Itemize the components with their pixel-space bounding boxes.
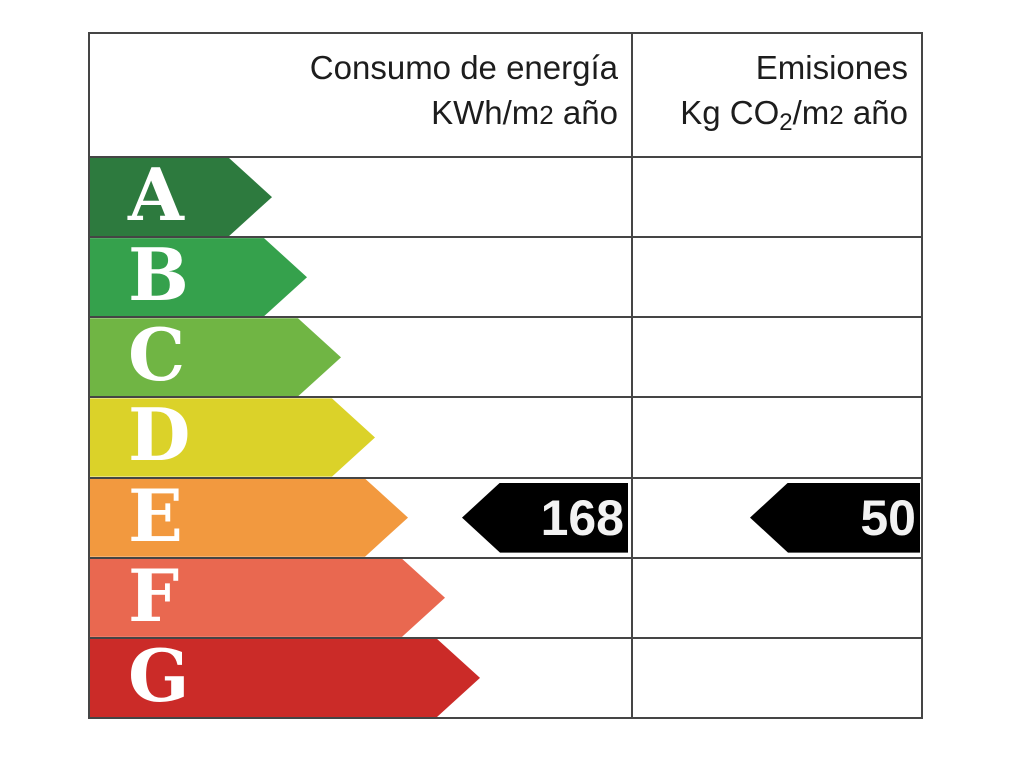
- rating-arrow-a: A: [90, 158, 272, 236]
- energy-unit-text: KWh/m: [431, 94, 540, 131]
- energy-unit-suffix: año: [553, 94, 618, 131]
- emissions-column-header: Emisiones Kg CO2/m2 año: [633, 45, 921, 156]
- energy-header-line1: Consumo de energía: [309, 49, 618, 86]
- rating-letter-f: F: [128, 552, 180, 638]
- rating-row-f: F: [90, 559, 921, 639]
- emissions-header-line1: Emisiones: [755, 49, 908, 86]
- energy-certificate-table: Consumo de energía KWh/m2 año Emisiones …: [88, 32, 923, 719]
- energy-column-header: Consumo de energía KWh/m2 año: [90, 45, 633, 156]
- energy-header-line2: KWh/m2 año: [90, 90, 618, 138]
- rating-arrow-f: F: [90, 559, 445, 637]
- rating-row-g: G: [90, 639, 921, 717]
- rating-arrow-c: C: [90, 318, 341, 396]
- rating-row-d: D: [90, 398, 921, 479]
- rating-letter-e: E: [128, 472, 183, 558]
- column-divider: [631, 34, 633, 717]
- emissions-value: 50: [860, 489, 916, 546]
- consumption-value: 168: [540, 489, 624, 546]
- rating-arrow-g: G: [90, 639, 480, 717]
- rating-letter-c: C: [128, 312, 186, 398]
- emissions-unit-exponent: 2: [829, 100, 844, 130]
- rating-row-a: A: [90, 158, 921, 239]
- rating-arrow-d: D: [90, 398, 375, 476]
- consumption-value-marker: 168: [462, 482, 628, 553]
- rating-row-b: B: [90, 238, 921, 319]
- rating-arrow-b: B: [90, 238, 307, 316]
- rating-letter-d: D: [128, 392, 191, 478]
- rating-letter-b: B: [128, 232, 189, 318]
- rating-letter-a: A: [128, 152, 184, 238]
- table-header: Consumo de energía KWh/m2 año Emisiones …: [90, 34, 921, 158]
- emissions-unit-text: Kg CO: [680, 94, 780, 131]
- rating-row-e: E 168 50: [90, 479, 921, 559]
- rating-row-c: C: [90, 318, 921, 399]
- emissions-value-marker: 50: [750, 482, 920, 553]
- emissions-unit-suffix: año: [843, 94, 908, 131]
- emissions-unit-mid: /m: [792, 94, 830, 131]
- rating-letter-g: G: [128, 632, 190, 718]
- emissions-header-line2: Kg CO2/m2 año: [633, 90, 908, 145]
- co2-subscript: 2: [779, 109, 793, 136]
- energy-unit-exponent: 2: [539, 100, 554, 130]
- rating-arrow-e: E: [90, 479, 408, 557]
